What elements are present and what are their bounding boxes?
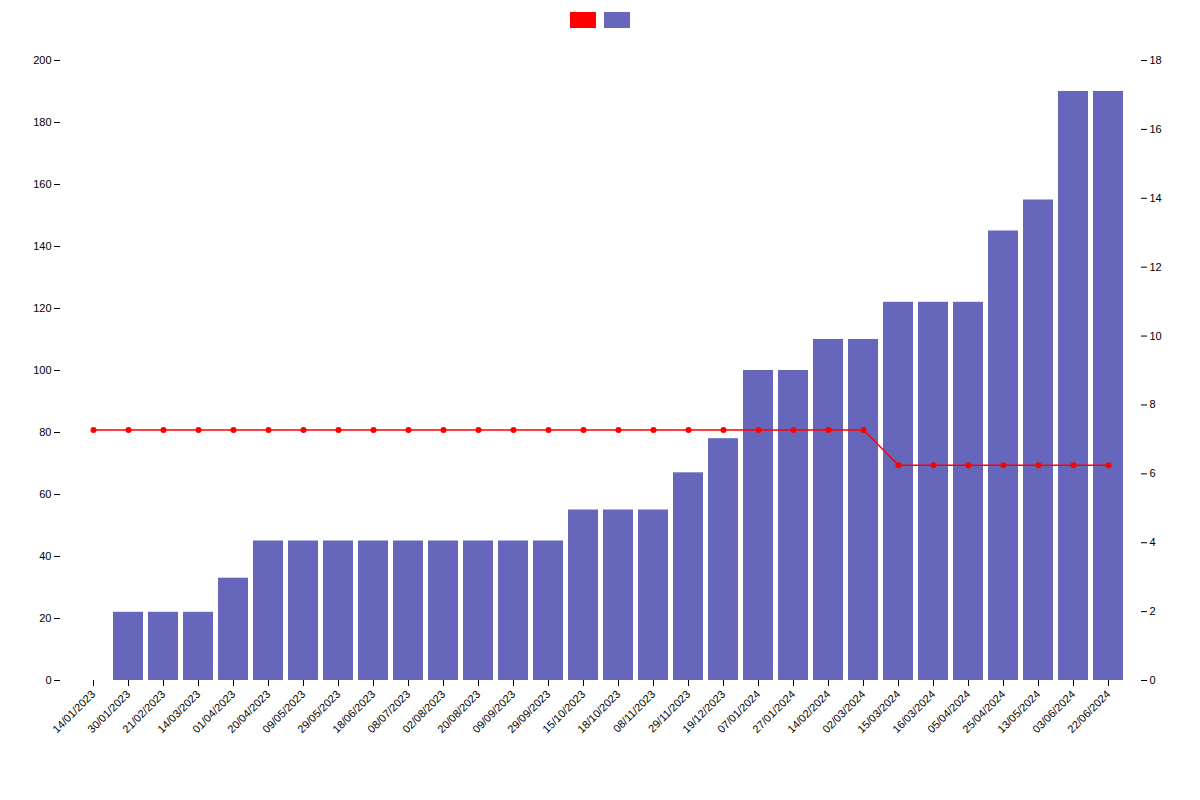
svg-text:29/05/2023: 29/05/2023 — [295, 687, 343, 736]
svg-text:0: 0 — [45, 674, 51, 686]
svg-text:30/01/2023: 30/01/2023 — [85, 687, 133, 736]
svg-text:01/04/2023: 01/04/2023 — [190, 687, 238, 736]
svg-text:08/07/2023: 08/07/2023 — [365, 687, 413, 736]
svg-text:6: 6 — [1150, 467, 1156, 479]
svg-text:180: 180 — [33, 116, 51, 128]
svg-text:18: 18 — [1150, 54, 1162, 66]
svg-text:60: 60 — [39, 488, 51, 500]
svg-text:140: 140 — [33, 240, 51, 252]
svg-text:05/04/2024: 05/04/2024 — [925, 687, 973, 736]
svg-text:14/02/2024: 14/02/2024 — [785, 687, 833, 736]
svg-text:120: 120 — [33, 302, 51, 314]
svg-text:18/10/2023: 18/10/2023 — [575, 687, 623, 736]
svg-text:02/08/2023: 02/08/2023 — [400, 687, 448, 736]
svg-text:03/06/2024: 03/06/2024 — [1030, 687, 1078, 736]
svg-text:80: 80 — [39, 426, 51, 438]
svg-text:22/06/2024: 22/06/2024 — [1065, 688, 1112, 735]
svg-text:09/05/2023: 09/05/2023 — [260, 687, 308, 736]
svg-text:25/04/2024: 25/04/2024 — [960, 687, 1008, 736]
svg-text:08/11/2023: 08/11/2023 — [610, 687, 658, 735]
svg-text:16/03/2024: 16/03/2024 — [890, 687, 938, 736]
svg-text:160: 160 — [33, 178, 51, 190]
svg-text:07/01/2024: 07/01/2024 — [715, 687, 763, 736]
svg-text:0: 0 — [1150, 674, 1156, 686]
svg-text:20/04/2023: 20/04/2023 — [225, 687, 273, 736]
svg-text:15/03/2024: 15/03/2024 — [855, 687, 903, 736]
svg-text:100: 100 — [33, 364, 51, 376]
svg-text:16: 16 — [1150, 123, 1162, 135]
svg-text:13/05/2024: 13/05/2024 — [995, 687, 1043, 736]
svg-text:14: 14 — [1150, 192, 1162, 204]
svg-text:14/03/2023: 14/03/2023 — [155, 687, 203, 736]
svg-text:29/11/2023: 29/11/2023 — [645, 687, 693, 735]
svg-text:20/08/2023: 20/08/2023 — [435, 687, 483, 736]
svg-text:10: 10 — [1150, 330, 1162, 342]
svg-text:21/02/2023: 21/02/2023 — [120, 687, 168, 736]
svg-text:40: 40 — [39, 550, 51, 562]
svg-text:19/12/2023: 19/12/2023 — [680, 687, 728, 736]
svg-text:4: 4 — [1150, 536, 1156, 548]
svg-text:02/03/2024: 02/03/2024 — [820, 687, 868, 736]
svg-text:14/01/2023: 14/01/2023 — [50, 687, 98, 736]
svg-text:12: 12 — [1150, 261, 1162, 273]
svg-text:8: 8 — [1150, 398, 1156, 410]
svg-text:20: 20 — [39, 612, 51, 624]
svg-text:29/09/2023: 29/09/2023 — [505, 687, 553, 736]
svg-text:2: 2 — [1150, 605, 1156, 617]
svg-text:200: 200 — [33, 54, 51, 66]
svg-text:15/10/2023: 15/10/2023 — [540, 687, 588, 736]
svg-text:18/06/2023: 18/06/2023 — [330, 687, 378, 736]
svg-text:09/09/2023: 09/09/2023 — [470, 687, 518, 736]
svg-text:27/01/2024: 27/01/2024 — [750, 687, 798, 736]
